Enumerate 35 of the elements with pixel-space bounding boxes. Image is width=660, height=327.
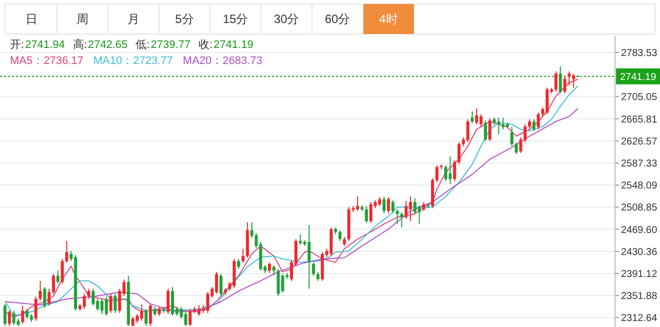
y-tick-label: 2548.09	[621, 180, 658, 192]
text: MA20	[182, 55, 212, 67]
annotation: ：2736.17	[32, 55, 84, 67]
y-tick-label: 2665.81	[621, 114, 658, 126]
y-tick-label: 2430.36	[621, 246, 658, 258]
annotation: ：2723.77	[122, 55, 173, 67]
annotation: ：2683.73	[212, 55, 262, 67]
text: 周	[76, 12, 88, 26]
y-tick-label: 2312.64	[621, 313, 658, 324]
ref-line-label: 2741.19	[620, 72, 657, 83]
annotation: 开:	[10, 39, 24, 51]
y-tick-label: 2508.85	[621, 202, 658, 214]
text: 5分	[175, 12, 194, 26]
annotation: 2741.94	[25, 39, 65, 51]
y-tick-label: 2587.33	[621, 158, 658, 170]
y-tick-label: 2351.88	[621, 291, 658, 302]
y-tick-label: 2626.57	[621, 136, 658, 148]
y-tick-label: 2783.53	[621, 48, 658, 60]
text: 30分	[274, 12, 300, 26]
annotation: 收:	[198, 39, 213, 51]
text: 日	[26, 12, 38, 26]
text: MA5	[10, 55, 33, 67]
annotation: 2742.65	[88, 39, 128, 51]
text: 15分	[222, 12, 248, 26]
annotation: 低:	[136, 39, 150, 51]
text: MA10	[93, 55, 122, 67]
y-tick-label: 2469.60	[621, 224, 658, 236]
y-tick-label: 2705.05	[621, 92, 658, 104]
text: 月	[128, 12, 140, 26]
annotation: 高:	[72, 38, 87, 51]
annotation: 2739.77	[150, 39, 190, 51]
annotation: 2741.19	[214, 39, 254, 51]
y-tick-label: 2391.12	[621, 268, 658, 280]
text: 4时	[379, 12, 398, 26]
text: 60分	[324, 12, 350, 26]
